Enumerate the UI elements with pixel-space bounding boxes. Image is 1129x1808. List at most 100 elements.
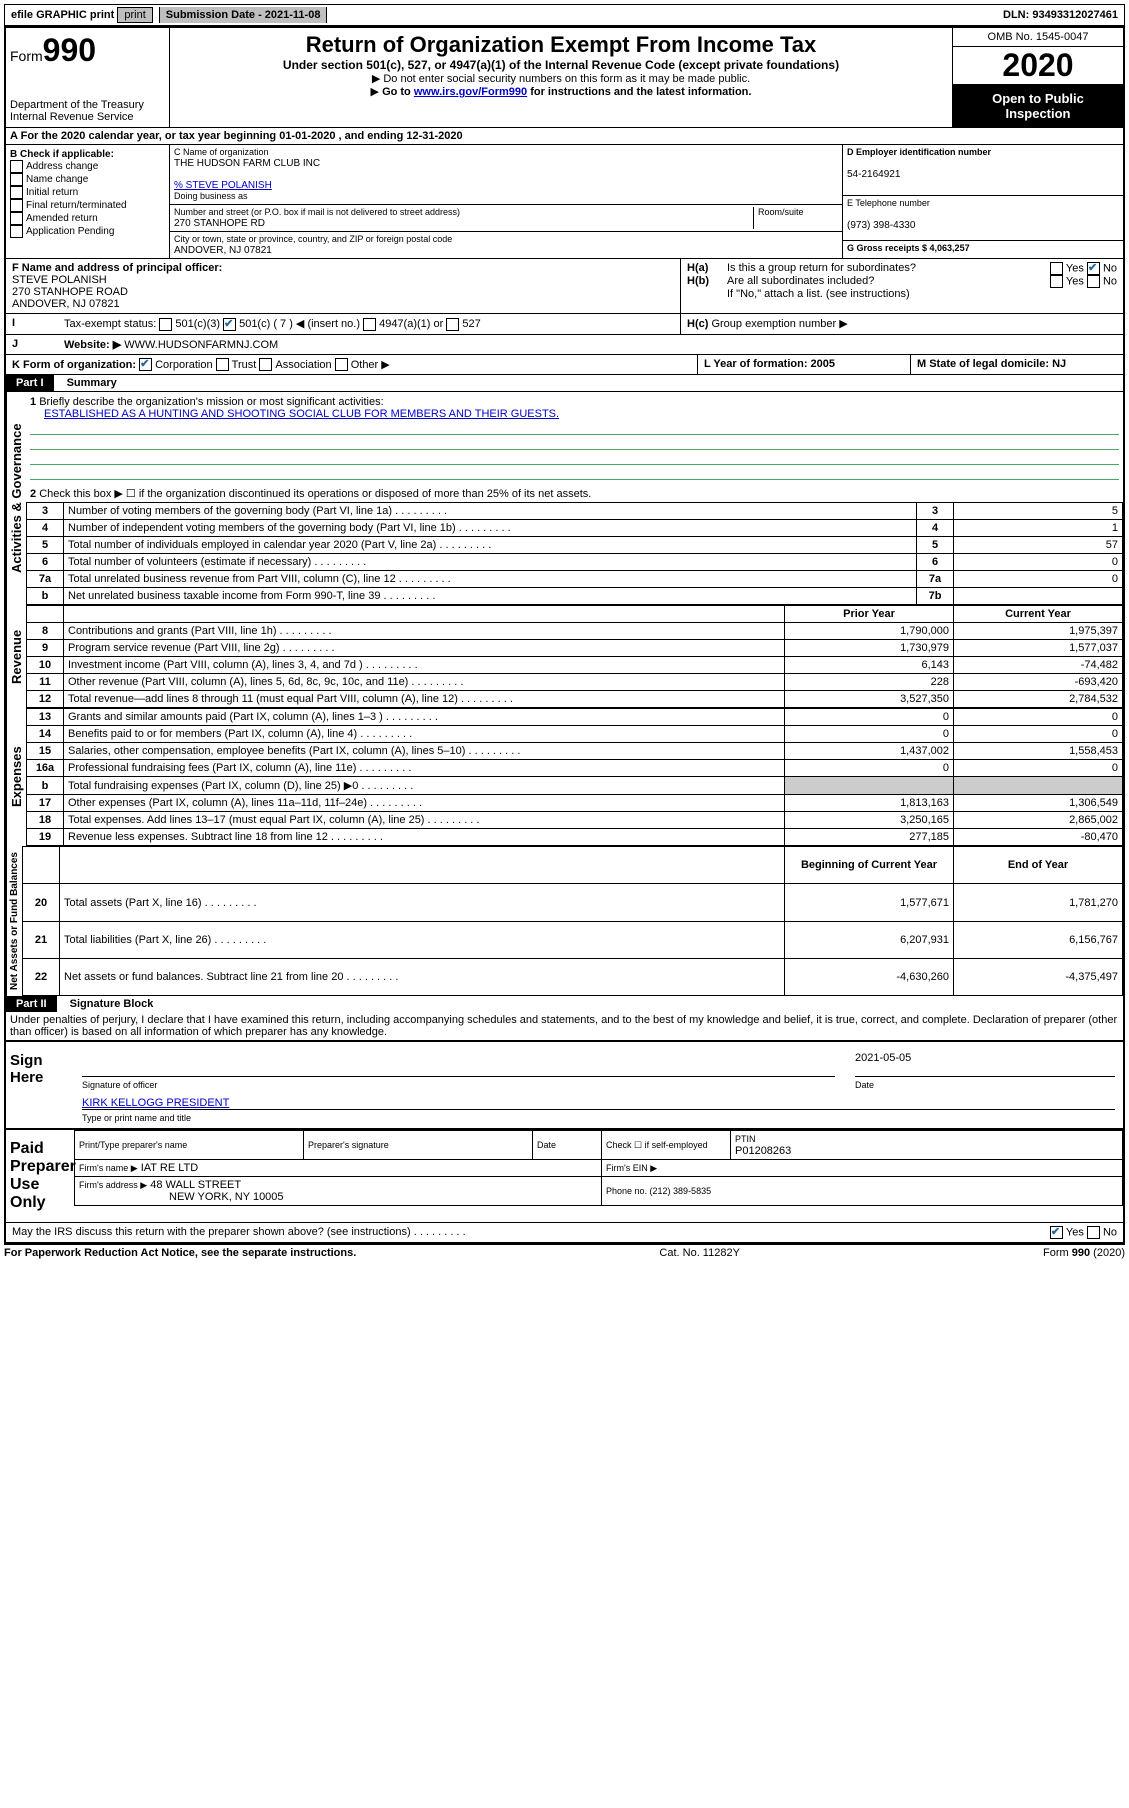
irs-label: Internal Revenue Service <box>10 111 165 123</box>
instr-ssn: Do not enter social security numbers on … <box>174 72 948 85</box>
check-pending[interactable] <box>10 225 23 238</box>
part1-title: Summary <box>57 377 117 389</box>
opt-amended: Amended return <box>26 213 98 224</box>
street-value: 270 STANHOPE RD <box>174 218 265 229</box>
check-address-change[interactable] <box>10 160 23 173</box>
check-corp[interactable] <box>139 358 152 371</box>
opt-initial: Initial return <box>26 187 78 198</box>
instr-goto: Go to <box>382 86 414 98</box>
omb-number: OMB No. 1545-0047 <box>953 28 1123 47</box>
part2-title: Signature Block <box>60 998 154 1010</box>
sig-date-label: Date <box>855 1080 874 1090</box>
section-governance: Activities & Governance <box>6 392 26 605</box>
q1-label: Briefly describe the organization's miss… <box>39 396 383 408</box>
part1-header: Part I Summary <box>6 375 1123 391</box>
submission-date: Submission Date - 2021-11-08 <box>159 7 328 23</box>
box-c: C Name of organization THE HUDSON FARM C… <box>170 145 842 258</box>
ein-value: 54-2164921 <box>847 169 900 180</box>
table-governance: 3Number of voting members of the governi… <box>26 502 1123 605</box>
q2-text: Check this box ▶ ☐ if the organization d… <box>39 488 591 500</box>
check-assoc[interactable] <box>259 358 272 371</box>
check-501c[interactable] <box>223 318 236 331</box>
check-other[interactable] <box>335 358 348 371</box>
form-prefix: Form <box>10 48 43 64</box>
table-expenses: 13Grants and similar amounts paid (Part … <box>26 708 1123 846</box>
prep-sig-label: Preparer's signature <box>308 1140 389 1150</box>
firm-addr1: 48 WALL STREET <box>150 1179 241 1191</box>
firm-ein-label: Firm's EIN ▶ <box>606 1163 657 1173</box>
dept-treasury: Department of the Treasury <box>10 99 165 111</box>
hb-yes[interactable] <box>1050 275 1063 288</box>
irs-link[interactable]: www.irs.gov/Form990 <box>414 86 527 98</box>
check-4947[interactable] <box>363 318 376 331</box>
opt-address: Address change <box>26 161 98 172</box>
officer-street: 270 STANHOPE ROAD <box>12 286 128 298</box>
room-label: Room/suite <box>758 207 804 217</box>
cat-no: Cat. No. 11282Y <box>659 1247 740 1259</box>
hb-text: Are all subordinates included? <box>727 275 1050 288</box>
line-a: A For the 2020 calendar year, or tax yea… <box>6 127 1123 144</box>
efile-label: efile GRAPHIC print <box>11 9 114 21</box>
prep-print-label: Print/Type preparer's name <box>79 1140 187 1150</box>
prep-check-label: Check ☐ if self-employed <box>606 1140 708 1150</box>
box-b: B Check if applicable: Address change Na… <box>6 145 170 258</box>
org-name-label: C Name of organization <box>174 147 269 157</box>
instr-link: ▶ Go to www.irs.gov/Form990 for instruct… <box>174 85 948 98</box>
ein-label: D Employer identification number <box>847 147 991 157</box>
check-initial[interactable] <box>10 186 23 199</box>
m-label: M State of legal domicile: NJ <box>917 358 1066 370</box>
check-final[interactable] <box>10 199 23 212</box>
part2-header: Part II Signature Block <box>6 996 1123 1012</box>
phone-label: E Telephone number <box>847 198 930 208</box>
public-inspection: Open to Public Inspection <box>953 85 1123 127</box>
form-number: Form990 <box>10 32 165 69</box>
opt-pending: Application Pending <box>26 226 114 237</box>
tax-status-label: Tax-exempt status: <box>64 318 156 330</box>
dba-label: Doing business as <box>174 191 248 201</box>
firm-name-label: Firm's name ▶ <box>79 1163 138 1173</box>
line-a-text: For the 2020 calendar year, or tax year … <box>21 130 463 142</box>
k-label: K Form of organization: <box>12 359 136 371</box>
street-label: Number and street (or P.O. box if mail i… <box>174 207 460 217</box>
section-netassets: Net Assets or Fund Balances <box>6 846 22 996</box>
hb-no[interactable] <box>1087 275 1100 288</box>
section-revenue: Revenue <box>6 605 26 708</box>
officer-name: STEVE POLANISH <box>12 274 107 286</box>
form-header: Form990 Department of the Treasury Inter… <box>6 28 1123 127</box>
form-subtitle: Under section 501(c), 527, or 4947(a)(1)… <box>174 58 948 72</box>
top-bar: efile GRAPHIC print print Submission Dat… <box>4 4 1125 26</box>
part1-badge: Part I <box>6 375 54 391</box>
sig-date: 2021-05-05 <box>855 1052 911 1064</box>
website-value: WWW.HUDSONFARMNJ.COM <box>124 339 278 351</box>
ptin-value: P01208263 <box>735 1145 791 1157</box>
pra-notice: For Paperwork Reduction Act Notice, see … <box>4 1247 356 1259</box>
hb-note: If "No," attach a list. (see instruction… <box>687 288 1117 300</box>
ha-yes[interactable] <box>1050 262 1063 275</box>
instr-tail: for instructions and the latest informat… <box>527 86 751 98</box>
officer-sig-name: KIRK KELLOGG PRESIDENT <box>82 1097 229 1109</box>
care-of: % STEVE POLANISH <box>174 180 272 191</box>
phone-value: (973) 398-4330 <box>847 220 915 231</box>
hc-text: Group exemption number ▶ <box>711 318 847 330</box>
check-amended[interactable] <box>10 212 23 225</box>
discuss-question: May the IRS discuss this return with the… <box>6 1223 1044 1242</box>
graphic-print-button[interactable]: print <box>117 7 152 23</box>
discuss-no[interactable] <box>1087 1226 1100 1239</box>
check-trust[interactable] <box>216 358 229 371</box>
form-ref: Form 990 (2020) <box>1043 1247 1125 1259</box>
check-501c3[interactable] <box>159 318 172 331</box>
ha-no[interactable] <box>1087 262 1100 275</box>
preparer-label: Paid Preparer Use Only <box>6 1130 74 1222</box>
ptin-label: PTIN <box>735 1134 756 1144</box>
sig-officer-label: Signature of officer <box>82 1080 157 1090</box>
check-527[interactable] <box>446 318 459 331</box>
discuss-yes[interactable] <box>1050 1226 1063 1239</box>
check-name-change[interactable] <box>10 173 23 186</box>
table-netassets: Beginning of Current YearEnd of Year20To… <box>22 846 1123 996</box>
officer-city: ANDOVER, NJ 07821 <box>12 298 120 310</box>
form-num: 990 <box>43 32 96 68</box>
part2-badge: Part II <box>6 996 57 1012</box>
page-footer: For Paperwork Reduction Act Notice, see … <box>4 1244 1125 1259</box>
city-label: City or town, state or province, country… <box>174 234 452 244</box>
declaration: Under penalties of perjury, I declare th… <box>6 1012 1123 1040</box>
